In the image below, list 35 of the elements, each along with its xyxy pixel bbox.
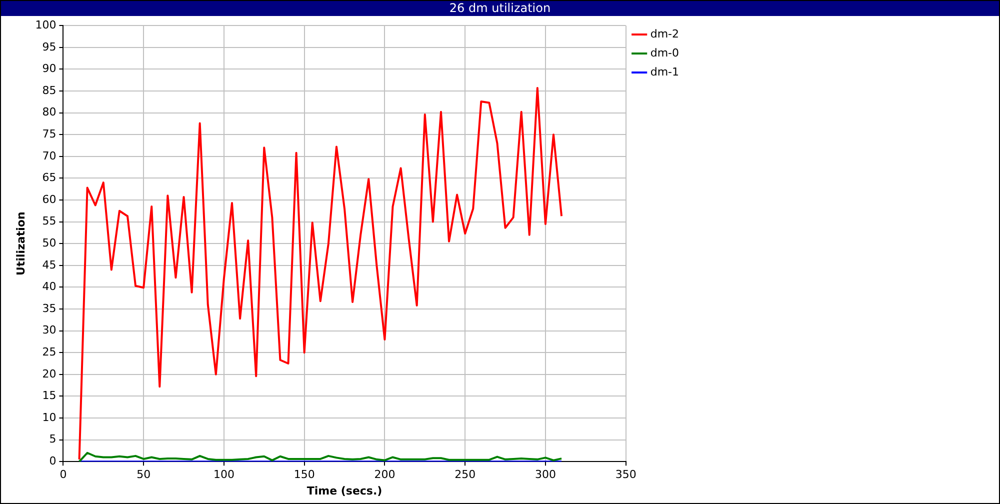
x-tick-label: 100 [213, 468, 234, 482]
x-tick-label: 50 [136, 468, 151, 482]
y-tick-label: 40 [42, 280, 56, 294]
y-tick-label: 65 [42, 171, 56, 184]
y-tick-label: 0 [49, 454, 56, 468]
chart-title: 26 dm utilization [1, 1, 999, 16]
y-tick-label: 55 [42, 214, 56, 228]
y-tick-label: 90 [42, 62, 56, 76]
y-tick-label: 95 [42, 40, 56, 54]
y-tick-label: 85 [42, 84, 56, 97]
y-tick-label: 15 [42, 389, 56, 402]
y-tick-label: 100 [35, 18, 56, 32]
y-axis-title: Utilization [14, 212, 28, 276]
y-tick-label: 70 [42, 149, 56, 162]
y-tick-label: 75 [42, 127, 56, 140]
x-tick-label: 200 [374, 468, 396, 482]
y-tick-label: 20 [42, 367, 56, 380]
y-tick-label: 50 [42, 236, 56, 250]
x-tick-label: 150 [294, 468, 315, 482]
legend-label: dm-0 [650, 46, 680, 60]
x-axis-title: Time (secs.) [306, 484, 382, 498]
x-tick-label: 350 [615, 468, 636, 482]
y-tick-label: 5 [49, 432, 56, 446]
y-tick-label: 10 [42, 410, 56, 424]
y-tick-label: 60 [42, 192, 56, 206]
y-tick-label: 30 [42, 324, 56, 337]
x-tick-label: 250 [454, 468, 476, 482]
x-tick-label: 300 [534, 468, 556, 482]
legend-label: dm-1 [650, 65, 680, 78]
y-tick-label: 25 [42, 345, 56, 358]
y-tick-label: 45 [42, 258, 56, 272]
x-tick-label: 0 [60, 468, 67, 482]
legend-label: dm-2 [650, 27, 680, 40]
y-tick-label: 80 [42, 106, 56, 119]
y-tick-label: 35 [42, 302, 56, 315]
